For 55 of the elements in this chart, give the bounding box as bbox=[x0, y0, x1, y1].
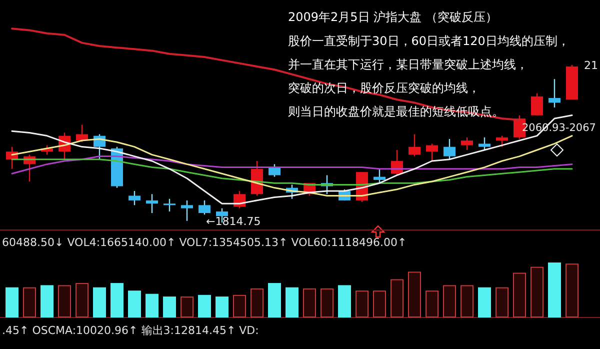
bar bbox=[163, 296, 176, 318]
candlestick bbox=[181, 200, 193, 222]
candlestick bbox=[198, 200, 210, 216]
bar bbox=[303, 288, 316, 318]
bar bbox=[390, 279, 404, 318]
bar bbox=[513, 272, 526, 318]
bar bbox=[268, 283, 281, 318]
bar bbox=[356, 290, 368, 318]
candlestick bbox=[461, 136, 473, 151]
bar bbox=[320, 288, 334, 318]
bar bbox=[496, 287, 508, 318]
bar bbox=[478, 287, 491, 318]
candlestick bbox=[478, 136, 490, 151]
bar bbox=[338, 285, 351, 318]
candlestick bbox=[548, 78, 560, 108]
bar bbox=[426, 290, 438, 318]
bar bbox=[146, 294, 158, 318]
bar bbox=[6, 287, 18, 318]
candlestick bbox=[128, 190, 140, 206]
text: .45↑ OSCMA:10020.96↑ 输出3:12814.45↑ VD: bbox=[2, 324, 259, 337]
text: 股价一直受制于30日，60日或者120日均线的压制， bbox=[288, 34, 570, 48]
bar bbox=[76, 283, 88, 318]
candlestick bbox=[76, 124, 88, 143]
bar bbox=[180, 296, 194, 318]
candlestick bbox=[408, 134, 420, 157]
bar bbox=[93, 287, 106, 318]
text: 21 bbox=[584, 59, 598, 72]
bar bbox=[250, 288, 264, 318]
bar bbox=[233, 294, 246, 318]
bar bbox=[128, 290, 141, 318]
annotation: 并一直在其下运行，某日带量突破上述均线， bbox=[288, 58, 528, 72]
bar bbox=[216, 296, 228, 318]
candlestick bbox=[444, 138, 456, 160]
chart-title: 2009年2月5日 沪指大盘 （突破反压） bbox=[288, 10, 498, 24]
candlestick bbox=[164, 198, 176, 212]
text: 60488.50↓ VOL4:1665140.00↑ VOL7:1354505.13↑ VOL60:1118496.00↑ bbox=[2, 236, 407, 249]
annotation: ←1814.75 bbox=[206, 215, 261, 228]
bar bbox=[548, 262, 561, 318]
candlestick bbox=[426, 143, 438, 162]
bar bbox=[40, 285, 54, 318]
bar bbox=[460, 285, 474, 318]
bar bbox=[286, 287, 298, 318]
bar bbox=[110, 283, 124, 318]
bar bbox=[198, 294, 211, 318]
candlestick bbox=[531, 92, 543, 116]
bar bbox=[408, 272, 421, 318]
bar bbox=[530, 266, 544, 318]
candlestick bbox=[496, 135, 508, 148]
candlestick bbox=[146, 194, 158, 214]
candlestick bbox=[374, 168, 386, 184]
bar bbox=[373, 290, 386, 318]
bar bbox=[58, 285, 71, 318]
bar bbox=[23, 287, 36, 318]
bar bbox=[443, 285, 456, 318]
bar bbox=[566, 264, 578, 318]
